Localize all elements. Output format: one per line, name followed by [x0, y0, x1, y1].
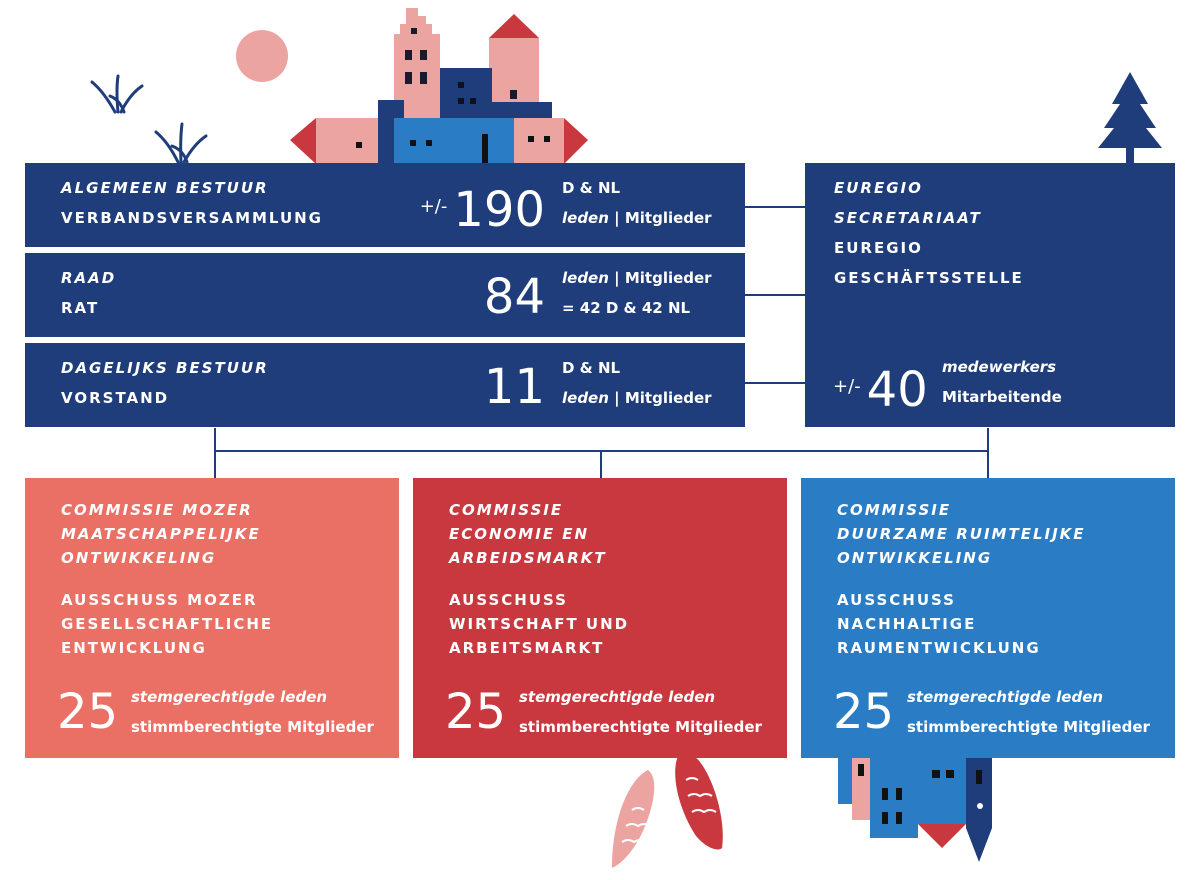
title-line: DUURZAME RUIMTELIJKE	[837, 525, 1086, 543]
title-line: ONTWIKKELING	[61, 549, 217, 567]
dagelijks-bestuur-line2: leden | Mitglieder	[562, 383, 712, 413]
dagelijks-bestuur-de: VORSTAND	[61, 389, 170, 407]
raad-line2: = 42 D & 42 NL	[562, 299, 691, 317]
title-line: COMMISSIE	[449, 501, 564, 519]
dagelijks-bestuur-sub: D & NL leden | Mitglieder	[562, 353, 712, 413]
feather-icon	[612, 770, 655, 868]
algemeen-bestuur-box: ALGEMEEN BESTUUR VERBANDSVERSAMMLUNG +/-…	[25, 163, 745, 247]
title-line: NACHHALTIGE	[837, 615, 977, 633]
dagelijks-bestuur-line1: D & NL	[562, 359, 621, 377]
title-line: COMMISSIE MOZER	[61, 501, 253, 519]
algemeen-bestuur-de: VERBANDSVERSAMMLUNG	[61, 209, 323, 227]
commissie-ruimtelijke-box: COMMISSIE DUURZAME RUIMTELIJKE ONTWIKKEL…	[801, 478, 1175, 758]
secretariaat-nl1: EUREGIO	[834, 179, 923, 197]
secretariaat-box: EUREGIO SECRETARIAAT EUREGIO GESCHÄFTSST…	[805, 163, 1175, 427]
title-line: AUSSCHUSS	[449, 591, 568, 609]
commissie-mozer-number: 25	[57, 684, 119, 740]
secretariaat-line1: medewerkers	[942, 358, 1057, 376]
dagelijks-bestuur-label: DAGELIJKS BESTUUR VORSTAND	[61, 353, 269, 413]
commissie-ruimtelijke-sub: stemgerechtigde leden stimmberechtigte M…	[907, 682, 1150, 742]
secretariaat-count: +/- 40	[833, 363, 928, 414]
leden-label: leden	[562, 209, 609, 227]
commissie-mozer-nl: COMMISSIE MOZER MAATSCHAPPELIJKE ONTWIKK…	[61, 498, 261, 570]
dagelijks-bestuur-box: DAGELIJKS BESTUUR VORSTAND 11 D & NL led…	[25, 343, 745, 427]
leden-label: leden	[562, 269, 609, 287]
commissie-economie-box: COMMISSIE ECONOMIE EN ARBEIDSMARKT AUSSC…	[413, 478, 787, 758]
title-line: ENTWICKLUNG	[61, 639, 207, 657]
algemeen-bestuur-number: 190	[453, 182, 545, 238]
separator: |	[608, 209, 625, 227]
approx-prefix: +/-	[419, 196, 448, 217]
leden-label: leden	[562, 389, 609, 407]
secretariaat-sub: medewerkers Mitarbeitende	[942, 352, 1062, 412]
stemgerechtigde-label: stemgerechtigde leden	[131, 688, 328, 706]
mitglieder-label: Mitglieder	[624, 389, 712, 407]
algemeen-bestuur-count: +/- 190	[420, 183, 545, 234]
raad-line1: leden | Mitglieder	[562, 263, 712, 293]
mitglieder-label: Mitglieder	[624, 269, 712, 287]
raad-de: RAT	[61, 299, 100, 317]
stimmberechtigte-label: stimmberechtigte Mitglieder	[131, 718, 374, 736]
secretariaat-line2: Mitarbeitende	[942, 388, 1062, 406]
dagelijks-bestuur-number: 11	[483, 359, 545, 415]
title-line: RAUMENTWICKLUNG	[837, 639, 1041, 657]
raad-nl: RAAD	[61, 269, 117, 287]
algemeen-bestuur-sub: D & NL leden | Mitglieder	[562, 173, 712, 233]
mitglieder-label: Mitglieder	[624, 209, 712, 227]
raad-sub: leden | Mitglieder = 42 D & 42 NL	[562, 263, 712, 323]
secretariaat-number: 40	[866, 362, 928, 418]
title-line: WIRTSCHAFT UND	[449, 615, 630, 633]
title-line: MAATSCHAPPELIJKE	[61, 525, 261, 543]
secretariaat-de2: GESCHÄFTSSTELLE	[834, 269, 1024, 287]
title-line: GESELLSCHAFTLICHE	[61, 615, 274, 633]
approx-prefix: +/-	[833, 376, 861, 397]
sun-icon	[236, 30, 288, 82]
raad-number: 84	[483, 269, 545, 325]
algemeen-bestuur-line1: D & NL	[562, 179, 621, 197]
connector-lines	[214, 206, 989, 478]
separator: |	[608, 389, 625, 407]
commissie-economie-de: AUSSCHUSS WIRTSCHAFT UND ARBEITSMARKT	[449, 588, 629, 660]
commissie-economie-nl: COMMISSIE ECONOMIE EN ARBEIDSMARKT	[449, 498, 607, 570]
commissie-ruimtelijke-de: AUSSCHUSS NACHHALTIGE RAUMENTWICKLUNG	[837, 588, 1041, 660]
dagelijks-bestuur-nl: DAGELIJKS BESTUUR	[61, 359, 269, 377]
feather-icon-2	[675, 752, 723, 850]
title-line: ONTWIKKELING	[837, 549, 993, 567]
secretariaat-nl2: SECRETARIAAT	[834, 209, 982, 227]
tree-icon	[1098, 72, 1162, 164]
grass-icon-2	[154, 122, 208, 164]
stimmberechtigte-label: stimmberechtigte Mitglieder	[907, 718, 1150, 736]
title-line: AUSSCHUSS	[837, 591, 956, 609]
title-line: AUSSCHUSS MOZER	[61, 591, 258, 609]
town-icon	[838, 758, 992, 862]
commissie-ruimtelijke-nl: COMMISSIE DUURZAME RUIMTELIJKE ONTWIKKEL…	[837, 498, 1086, 570]
stemgerechtigde-label: stemgerechtigde leden	[519, 688, 716, 706]
secretariaat-de1: EUREGIO	[834, 239, 923, 257]
stimmberechtigte-label: stimmberechtigte Mitglieder	[519, 718, 762, 736]
title-line: COMMISSIE	[837, 501, 952, 519]
stemgerechtigde-label: stemgerechtigde leden	[907, 688, 1104, 706]
secretariaat-label: EUREGIO SECRETARIAAT EUREGIO GESCHÄFTSST…	[834, 173, 1024, 293]
title-line: ARBEITSMARKT	[449, 639, 605, 657]
algemeen-bestuur-line2: leden | Mitglieder	[562, 203, 712, 233]
commissie-economie-sub: stemgerechtigde leden stimmberechtigte M…	[519, 682, 762, 742]
algemeen-bestuur-nl: ALGEMEEN BESTUUR	[61, 179, 269, 197]
raad-label: RAAD RAT	[61, 263, 116, 323]
separator: |	[608, 269, 625, 287]
raad-box: RAAD RAT 84 leden | Mitglieder = 42 D & …	[25, 253, 745, 337]
grass-icon	[90, 74, 144, 114]
commissie-mozer-box: COMMISSIE MOZER MAATSCHAPPELIJKE ONTWIKK…	[25, 478, 399, 758]
title-line: ECONOMIE EN	[449, 525, 590, 543]
commissie-mozer-de: AUSSCHUSS MOZER GESELLSCHAFTLICHE ENTWIC…	[61, 588, 273, 660]
castle-icon	[290, 8, 588, 164]
algemeen-bestuur-label: ALGEMEEN BESTUUR VERBANDSVERSAMMLUNG	[61, 173, 323, 233]
commissie-economie-number: 25	[445, 684, 507, 740]
commissie-mozer-sub: stemgerechtigde leden stimmberechtigte M…	[131, 682, 374, 742]
title-line: ARBEIDSMARKT	[449, 549, 607, 567]
commissie-ruimtelijke-number: 25	[833, 684, 895, 740]
